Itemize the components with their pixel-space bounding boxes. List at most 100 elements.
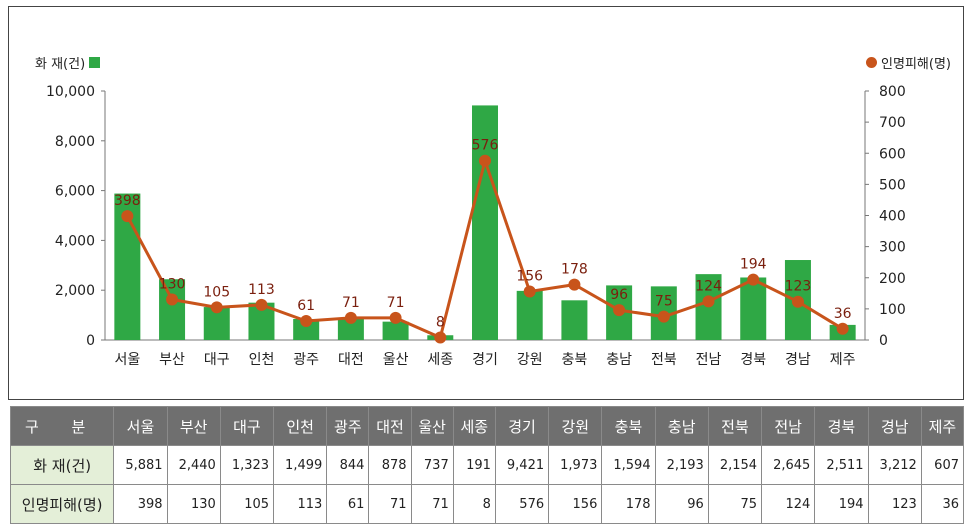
table-cell: 61 [326, 484, 370, 524]
table-cell: 878 [368, 445, 412, 485]
casualty-data-label: 71 [387, 295, 405, 311]
bar-9 [472, 105, 498, 340]
table-col-header: 세종 [452, 406, 496, 446]
table-cell: 1,973 [548, 445, 603, 485]
casualty-point-5 [300, 315, 313, 328]
table-cell: 156 [548, 484, 603, 524]
casualty-data-label: 75 [655, 294, 673, 310]
table-col-header: 경남 [867, 406, 922, 446]
table-body: 화 재(건) 5,881 2,440 1,323 1,499 844 878 737 191 9,… [9, 445, 965, 524]
table-cell: 36 [920, 484, 965, 524]
bar-10 [516, 290, 543, 340]
x-tick-label: 대전 [338, 352, 364, 368]
chart-frame: 화 재(건) 인명피해(명) 0 2,000 4,000 6,000 8,000 10,0… [8, 6, 964, 400]
table-row: 인명피해(명) 398 130 105 113 61 71 71 8 576 156 178 96 75 1… [9, 484, 965, 524]
legend-casualties: 인명피해(명) [866, 53, 951, 72]
table-col-header: 부산 [166, 406, 221, 446]
bar-2 [159, 279, 186, 340]
table-cell: 1,499 [273, 445, 328, 485]
x-tick-label: 전북 [651, 352, 677, 368]
x-tick-label: 세종 [427, 352, 453, 368]
table-cell: 191 [452, 445, 496, 485]
bar-11 [561, 300, 588, 340]
casualty-point-14 [702, 295, 715, 308]
table-cell: 71 [410, 484, 454, 524]
legend-fires: 화 재(건) [35, 53, 101, 72]
casualty-data-label: 398 [114, 193, 141, 209]
casualty-point-13 [657, 310, 670, 323]
y-left-tick-label: 0 [86, 333, 95, 349]
casualty-data-label: 36 [834, 306, 852, 322]
legend-casualties-label: 인명피해(명) [881, 57, 951, 72]
casualty-point-3 [210, 301, 223, 314]
casualty-data-label: 156 [516, 268, 543, 284]
y-right-tick-label: 200 [879, 271, 906, 287]
table-cell: 1,323 [219, 445, 275, 485]
chart-plot: 0 2,000 4,000 6,000 8,000 10,000 0 100 200 300 400… [46, 84, 906, 368]
y-right-tick-label: 400 [879, 209, 906, 225]
casualty-point-17 [836, 322, 849, 335]
y-left-tick-label: 6,000 [55, 184, 95, 200]
table-cell: 113 [273, 484, 328, 524]
casualty-point-8 [434, 331, 447, 344]
legend-fires-label: 화 재(건) [35, 57, 86, 72]
casualty-data-label: 194 [740, 257, 767, 273]
casualty-data-label: 8 [436, 315, 445, 331]
table-cell: 398 [113, 484, 168, 524]
table-col-header: 제주 [920, 406, 965, 446]
table-col-header: 인천 [273, 406, 328, 446]
y-left-tick-label: 10,000 [46, 84, 95, 100]
legend-fires-swatch [89, 57, 101, 68]
bar-15 [740, 277, 767, 340]
table-col-header: 강원 [548, 406, 603, 446]
table-cell: 2,154 [707, 445, 763, 485]
casualty-point-4 [255, 298, 268, 311]
x-tick-label: 경남 [785, 352, 811, 368]
x-tick-label: 경북 [740, 352, 766, 368]
casualty-data-label: 105 [203, 284, 230, 300]
table-cell: 130 [166, 484, 221, 524]
table-col-header: 전남 [761, 406, 816, 446]
table-cell: 96 [654, 484, 709, 524]
table-cell: 1,594 [601, 445, 656, 485]
table-cell: 2,645 [761, 445, 816, 485]
casualty-point-2 [166, 293, 179, 306]
table-cell: 3,212 [867, 445, 922, 485]
table-col-header: 광주 [326, 406, 370, 446]
table-header-row: 구 분 서울 부산 대구 인천 광주 대전 울산 세종 경기 강원 충북 충남 전북 전남 경북 경남 제주 [9, 406, 965, 446]
y-right-tick-label: 0 [879, 333, 888, 349]
x-tick-label: 경기 [472, 352, 498, 368]
casualty-point-16 [791, 295, 804, 308]
table-col-header: 충남 [654, 406, 709, 446]
table-cell: 194 [814, 484, 869, 524]
y-right-tick-label: 500 [879, 177, 906, 193]
y-left-tick-label: 8,000 [55, 134, 95, 150]
table-cell: 75 [707, 484, 763, 524]
y-left-tick-label: 2,000 [55, 283, 95, 299]
y-right-tick-label: 600 [879, 146, 906, 162]
casualty-point-1 [121, 210, 134, 223]
casualty-data-label: 178 [561, 262, 588, 278]
data-table: 구 분 서울 부산 대구 인천 광주 대전 울산 세종 경기 강원 충북 충남 전북 전남 경북 경남 제주 화… [9, 406, 965, 524]
table-cell: 737 [410, 445, 454, 485]
table-col-header: 경북 [814, 406, 869, 446]
table-col-header: 대구 [219, 406, 275, 446]
x-tick-label: 광주 [293, 352, 319, 368]
table-cell: 105 [219, 484, 275, 524]
bar-5 [293, 318, 320, 340]
table-cell: 178 [601, 484, 656, 524]
bar-6 [337, 318, 364, 340]
y-right-tick-label: 100 [879, 302, 906, 318]
table-cell: 2,440 [166, 445, 221, 485]
table-cell: 2,193 [654, 445, 709, 485]
casualty-point-12 [613, 304, 626, 317]
table-cell: 8 [452, 484, 496, 524]
x-tick-label: 대구 [204, 352, 230, 368]
casualty-point-7 [389, 311, 402, 324]
table-cell: 71 [368, 484, 412, 524]
table-cell: 9,421 [494, 445, 550, 485]
table-row: 화 재(건) 5,881 2,440 1,323 1,499 844 878 737 191 9,… [9, 445, 965, 485]
y-right-tick-label: 700 [879, 115, 906, 131]
table-cell: 607 [920, 445, 965, 485]
table-cell: 5,881 [113, 445, 168, 485]
